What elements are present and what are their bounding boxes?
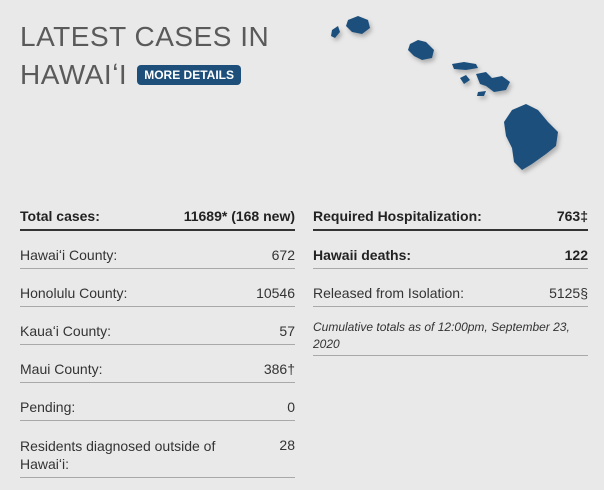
table-row-total-cases: Total cases: 11689* (168 new) (20, 204, 295, 231)
more-details-button[interactable]: MORE DETAILS (137, 65, 241, 85)
table-row-pending: Pending: 0 (20, 395, 295, 421)
row-value: 57 (279, 323, 295, 339)
row-value: 11689* (168 new) (183, 208, 295, 224)
row-label: Residents diagnosed outside of Hawaiʻi: (20, 438, 216, 472)
row-value: 122 (564, 247, 588, 263)
cases-table-left: Total cases: 11689* (168 new) Hawaiʻi Co… (20, 204, 295, 490)
table-row-honolulu-county: Honolulu County: 10546 (20, 281, 295, 307)
page-title: LATEST CASES IN HAWAIʻI MORE DETAILS (20, 18, 269, 94)
row-value: 386† (263, 361, 295, 377)
cases-table-right: Required Hospitalization: 763‡ Hawaii de… (313, 204, 588, 356)
page-title-line2: HAWAIʻI (20, 59, 128, 90)
row-label: Released from Isolation: (313, 285, 464, 301)
row-value: 28 (279, 437, 295, 453)
table-row-maui-county: Maui County: 386† (20, 357, 295, 383)
row-value: 10546 (256, 285, 295, 301)
row-label: Kauaʻi County: (20, 323, 112, 339)
table-row-kauai-county: Kauaʻi County: 57 (20, 319, 295, 345)
row-label: Required Hospitalization: (313, 208, 482, 224)
row-value: 5125§ (549, 285, 588, 301)
table-row-deaths: Hawaii deaths: 122 (313, 243, 588, 269)
cumulative-note: Cumulative totals as of 12:00pm, Septemb… (313, 319, 588, 356)
row-value: 672 (271, 247, 295, 263)
row-label: Hawaiʻi County: (20, 247, 118, 263)
page-title-line1: LATEST CASES IN (20, 21, 270, 52)
row-label: Pending: (20, 399, 76, 415)
row-label: Maui County: (20, 361, 103, 377)
row-value: 763‡ (556, 208, 588, 224)
row-label: Honolulu County: (20, 285, 128, 301)
row-label: Total cases: (20, 208, 100, 224)
table-row-released: Released from Isolation: 5125§ (313, 281, 588, 307)
row-value: 0 (287, 399, 295, 415)
table-row-outside-hawaii: Residents diagnosed outside of Hawaiʻi: … (20, 433, 295, 478)
table-row-hospitalization: Required Hospitalization: 763‡ (313, 204, 588, 231)
hawaii-islands-map-icon (331, 16, 558, 170)
table-row-hawaii-county: Hawaiʻi County: 672 (20, 243, 295, 269)
row-label: Hawaii deaths: (313, 247, 412, 263)
